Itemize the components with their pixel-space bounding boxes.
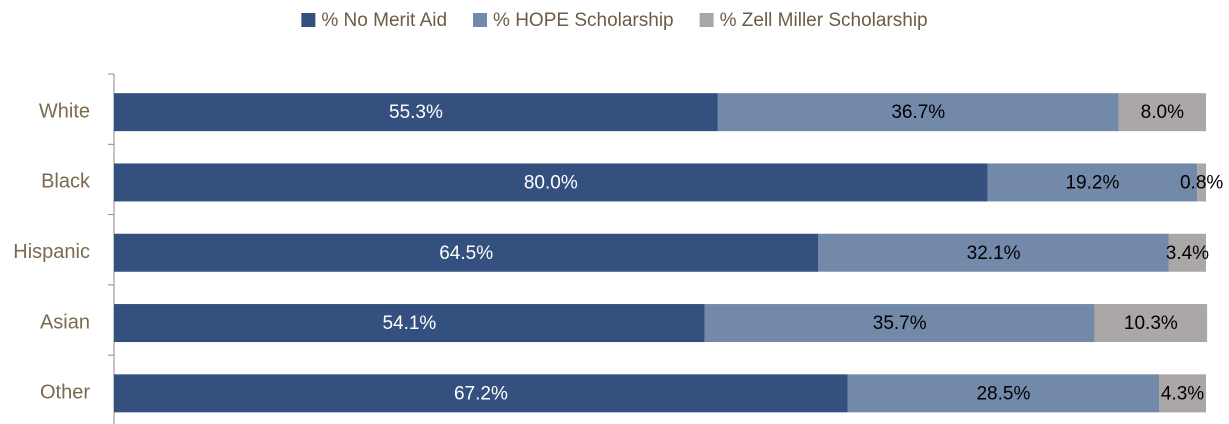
legend-swatch xyxy=(301,13,316,27)
category-label: White xyxy=(39,100,90,122)
data-label: 67.2% xyxy=(454,383,508,404)
data-label: 64.5% xyxy=(439,243,493,264)
data-label: 8.0% xyxy=(1141,102,1184,123)
bar-segment xyxy=(717,93,1119,132)
bar-segment xyxy=(818,233,1169,272)
bar-segment xyxy=(114,374,848,413)
bar-segment xyxy=(114,163,988,202)
data-label: 19.2% xyxy=(1065,172,1119,193)
bar-segment xyxy=(847,374,1160,413)
bar-segment xyxy=(987,163,1198,202)
data-label: 55.3% xyxy=(389,102,443,123)
category-label: Asian xyxy=(40,311,90,333)
bar-segment xyxy=(1118,93,1206,132)
legend-label: % HOPE Scholarship xyxy=(493,10,674,31)
bar-segment xyxy=(114,233,819,272)
data-label: 35.7% xyxy=(873,313,927,334)
legend-swatch xyxy=(473,13,488,27)
bar-segment xyxy=(1197,163,1206,202)
bar-segment xyxy=(704,304,1095,343)
data-label: 32.1% xyxy=(967,243,1021,264)
category-label: Black xyxy=(41,171,91,193)
bar-segment xyxy=(114,304,705,343)
data-label: 4.3% xyxy=(1161,383,1204,404)
category-label: Other xyxy=(40,382,90,404)
legend-label: % No Merit Aid xyxy=(321,10,447,31)
data-label: 10.3% xyxy=(1124,313,1178,334)
bar-segment xyxy=(1168,233,1206,272)
data-label: 3.4% xyxy=(1166,243,1209,264)
legend-swatch xyxy=(699,13,714,27)
bar-segment xyxy=(114,93,718,132)
bar-segment xyxy=(1094,304,1208,343)
data-label: 54.1% xyxy=(382,313,436,334)
category-label: Hispanic xyxy=(13,241,90,263)
data-label: 0.8% xyxy=(1180,172,1223,193)
data-label: 36.7% xyxy=(891,102,945,123)
data-label: 28.5% xyxy=(976,383,1030,404)
legend-label: % Zell Miller Scholarship xyxy=(720,10,928,31)
bar-segment xyxy=(1159,374,1206,413)
data-label: 80.0% xyxy=(524,172,578,193)
